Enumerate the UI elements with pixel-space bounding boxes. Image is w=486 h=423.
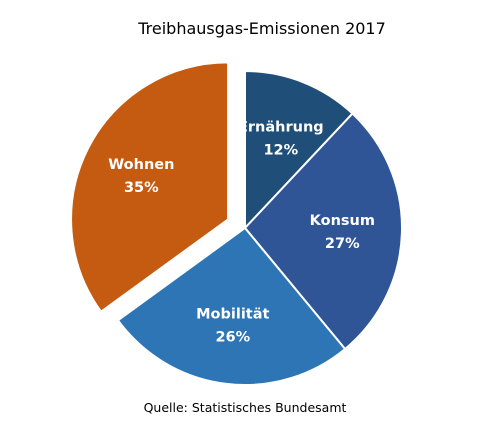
slice-name-konsum: Konsum (310, 213, 375, 229)
slice-name-mobilitaet: Mobilität (196, 307, 269, 323)
slice-value-konsum: 27% (325, 236, 360, 252)
pie-slices (70, 61, 403, 386)
pie-slice-konsum (243, 112, 403, 351)
pie-slice-wohnen (70, 61, 230, 314)
slice-value-mobilitaet: 26% (215, 330, 250, 346)
slice-labels: Ernährung 12% Konsum 27% Mobilität 26% Wohnen 3… (108, 119, 375, 345)
slice-name-ernaehrung: Ernährung (238, 119, 324, 135)
source-note: Quelle: Statistisches Bundesamt (144, 400, 347, 415)
pie-slice-mobilitaet (116, 226, 347, 386)
pie-slice-ernaehrung (244, 69, 354, 231)
slice-value-ernaehrung: 12% (263, 142, 298, 158)
chart-title: Treibhausgas-Emissionen 2017 (137, 19, 386, 38)
slice-value-wohnen: 35% (124, 180, 159, 196)
slice-name-wohnen: Wohnen (108, 157, 174, 173)
